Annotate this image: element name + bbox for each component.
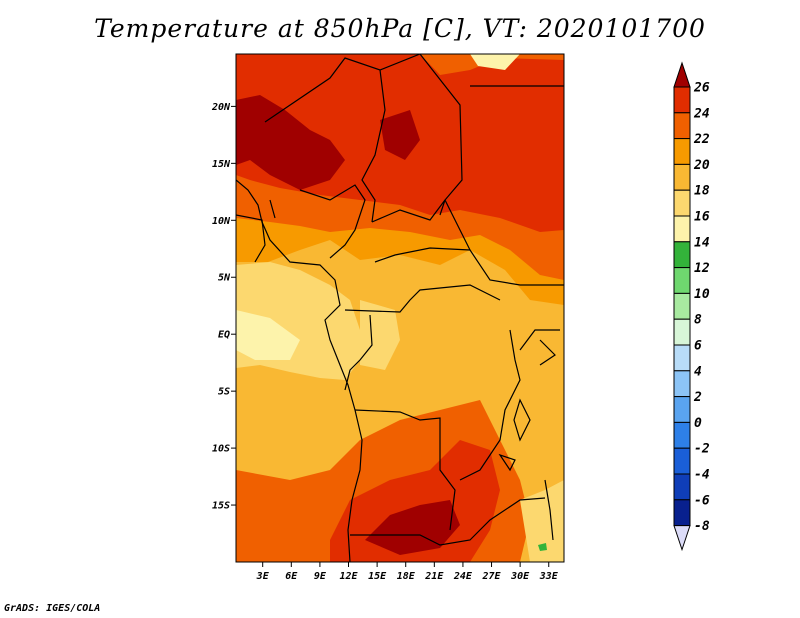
border-north-3 bbox=[419, 54, 463, 216]
border-drc-east bbox=[459, 329, 521, 481]
field-core-26-north bbox=[236, 95, 345, 190]
field-green-spot bbox=[538, 543, 547, 551]
colorbar-swatch bbox=[673, 344, 691, 372]
y-axis: 20N 15N 10N 5N EQ 5S 10S 15S bbox=[211, 102, 236, 512]
colorbar-swatch bbox=[673, 112, 691, 140]
colorbar-label: -6 bbox=[694, 493, 710, 508]
colorbar-swatch bbox=[673, 292, 691, 320]
colorbar-swatch bbox=[673, 421, 691, 449]
colorbar-label: -2 bbox=[694, 442, 710, 457]
field-band-24-26-south bbox=[330, 440, 500, 562]
x-tick-label: 27E bbox=[482, 571, 502, 582]
x-tick-label: 6E bbox=[285, 571, 298, 582]
colorbar-swatch bbox=[673, 499, 691, 527]
map-frame bbox=[235, 53, 565, 563]
y-tick-label: 15S bbox=[212, 501, 230, 512]
border-west-small bbox=[236, 199, 276, 263]
field-band-14-16 bbox=[236, 310, 300, 360]
y-tick-label: EQ bbox=[218, 330, 230, 341]
border-central-2 bbox=[374, 247, 471, 263]
border-south-1 bbox=[350, 497, 546, 546]
border-angola bbox=[354, 409, 456, 531]
colorbar-label: 20 bbox=[693, 158, 710, 173]
field-core-26-south bbox=[365, 500, 460, 555]
colorbar-label: 10 bbox=[694, 287, 710, 302]
colorbar-label: 2 bbox=[693, 390, 702, 405]
x-tick-label: 12E bbox=[339, 571, 358, 582]
border-north-2 bbox=[361, 69, 386, 223]
y-tick-label: 10N bbox=[212, 216, 231, 227]
colorbar-label: 4 bbox=[694, 364, 702, 379]
x-tick-label: 18E bbox=[397, 571, 416, 582]
border-central-1 bbox=[371, 199, 446, 223]
colorbar-label: 8 bbox=[694, 313, 702, 328]
x-tick-label: 21E bbox=[424, 571, 444, 582]
border-chad-sudan bbox=[444, 199, 564, 286]
colorbar-swatch bbox=[673, 86, 691, 114]
colorbar-label: 6 bbox=[694, 339, 702, 354]
colorbar-label: -8 bbox=[694, 519, 710, 534]
border-central-3 bbox=[299, 184, 366, 259]
y-tick-label: 15N bbox=[212, 159, 231, 170]
colorbar-label: 18 bbox=[694, 184, 710, 199]
x-tick-label: 33E bbox=[539, 571, 559, 582]
y-tick-label: 5S bbox=[218, 387, 230, 398]
field-band-16-18-south-east bbox=[520, 480, 564, 562]
x-tick-label: 24E bbox=[453, 571, 473, 582]
x-tick-label: 9E bbox=[314, 571, 327, 582]
colorbar-swatch bbox=[673, 267, 691, 294]
country-borders bbox=[236, 54, 564, 562]
border-north-1 bbox=[264, 54, 421, 123]
y-tick-label: 10S bbox=[212, 444, 230, 455]
colorbar-label: 26 bbox=[693, 81, 710, 96]
border-east-lakes bbox=[519, 329, 560, 541]
x-tick-label: 30E bbox=[510, 571, 530, 582]
border-congo bbox=[344, 314, 373, 391]
colorbar-label: 14 bbox=[694, 235, 710, 250]
credit-text: GrADS: IGES/COLA bbox=[4, 603, 101, 614]
colorbar-label: 22 bbox=[693, 132, 710, 147]
colorbar-label: -4 bbox=[694, 468, 710, 483]
colorbar-label: 24 bbox=[693, 106, 710, 121]
x-tick-label: 3E bbox=[256, 571, 270, 582]
colorbar-swatch bbox=[673, 473, 691, 501]
colorbar-swatch bbox=[673, 163, 691, 191]
colorbar-swatch bbox=[673, 447, 691, 475]
colorbar-label: 0 bbox=[694, 416, 702, 431]
colorbar-swatch bbox=[673, 189, 691, 217]
colorbar-top-arrow bbox=[673, 61, 691, 88]
colorbar-swatch bbox=[673, 318, 691, 346]
temperature-field bbox=[236, 54, 564, 562]
colorbar-swatch bbox=[673, 396, 691, 423]
colorbar-swatch bbox=[673, 138, 691, 165]
colorbar-swatch bbox=[673, 370, 691, 398]
lake-victoria bbox=[513, 398, 531, 442]
field-core-26-north-east bbox=[380, 110, 420, 160]
colorbar-bottom-arrow bbox=[673, 525, 691, 552]
field-band-14-16-north bbox=[470, 54, 520, 70]
colorbar-swatch bbox=[673, 215, 691, 243]
y-tick-label: 5N bbox=[218, 273, 231, 284]
chart-title: Temperature at 850hPa [C], VT: 202010170… bbox=[94, 14, 706, 43]
colorbar-label: 16 bbox=[694, 210, 710, 225]
colorbar-label: 12 bbox=[694, 261, 710, 276]
lake-small bbox=[498, 453, 516, 472]
x-tick-label: 15E bbox=[368, 571, 387, 582]
y-tick-label: 20N bbox=[211, 102, 231, 113]
x-axis: 3E 6E 9E 12E 15E 18E 21E 24E 27E 30E 33E bbox=[256, 562, 559, 582]
colorbar-swatch bbox=[673, 241, 691, 269]
border-central-4 bbox=[344, 284, 501, 313]
